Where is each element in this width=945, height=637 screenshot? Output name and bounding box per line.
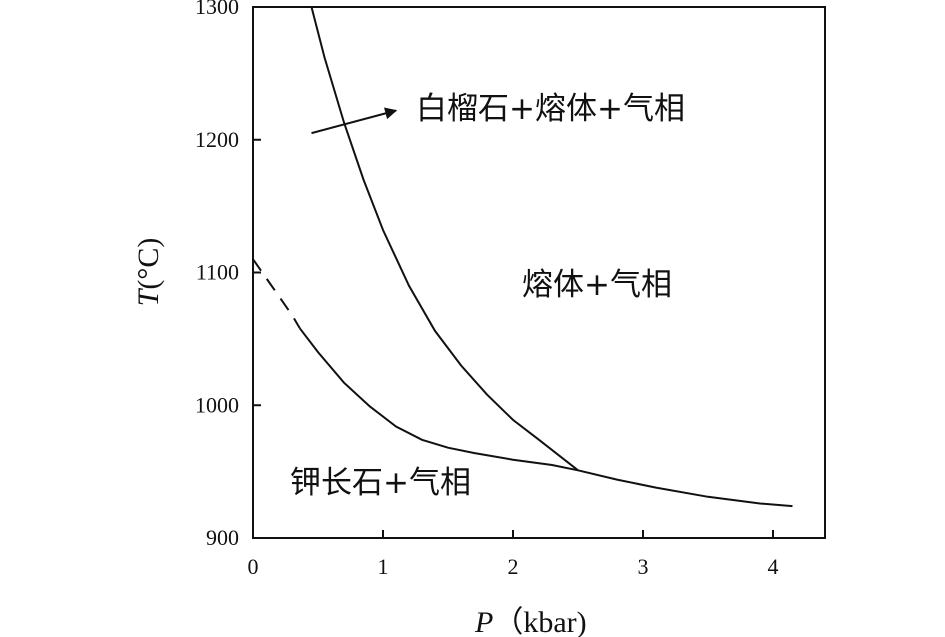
x-axis-unit: （kbar) xyxy=(493,606,586,637)
y-axis-title: T(°C) xyxy=(132,238,165,307)
y-tick-label: 1100 xyxy=(196,260,239,285)
y-tick-label: 900 xyxy=(206,525,239,550)
x-tick-label: 3 xyxy=(638,554,649,579)
x-tick-label: 4 xyxy=(768,554,779,579)
region-pointer-arrow xyxy=(311,107,398,135)
x-tick-label: 1 xyxy=(378,554,389,579)
y-tick-label: 1300 xyxy=(195,0,239,19)
x-axis-symbol: P xyxy=(474,606,493,637)
x-tick-label: 2 xyxy=(508,554,519,579)
region-label-kfeldspar-vapor: 钾长石+气相 xyxy=(290,465,471,501)
y-tick-label: 1000 xyxy=(195,392,239,417)
y-axis-symbol: T xyxy=(132,287,165,306)
y-axis-unit: (°C) xyxy=(132,238,165,290)
axis-ticks xyxy=(252,6,774,539)
solidus-extrapolated-curve xyxy=(252,258,301,329)
tick-labels: 0 1 2 3 4 900 1000 1100 1200 1300 xyxy=(195,0,779,579)
region-label-melt-vapor: 熔体+气相 xyxy=(522,267,672,303)
region-labels: 白榴石+熔体+气相 熔体+气相 钾长石+气相 xyxy=(290,91,685,501)
region-label-leucite-melt-vapor: 白榴石+熔体+气相 xyxy=(416,91,685,127)
x-axis-title: P（kbar) xyxy=(474,606,587,637)
x-tick-label: 0 xyxy=(248,554,259,579)
leucite-boundary-curve xyxy=(310,6,579,472)
solidus-curve xyxy=(299,327,793,508)
phase-boundaries xyxy=(252,6,793,508)
y-tick-label: 1200 xyxy=(195,127,239,152)
